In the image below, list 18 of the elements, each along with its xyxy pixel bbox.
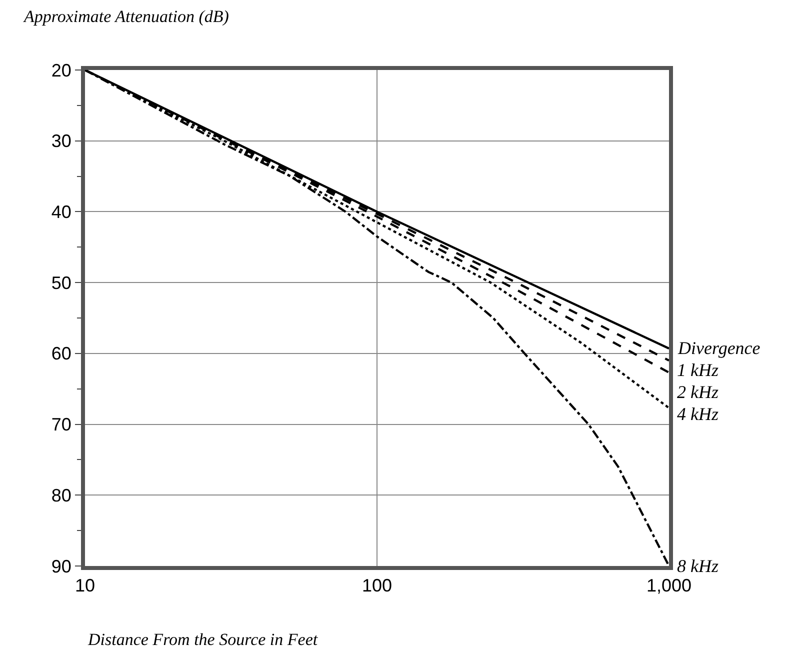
y-tick-label: 40 [51, 202, 72, 222]
series-label: 4 kHz [677, 404, 718, 424]
y-axis-title: Approximate Attenuation (dB) [23, 7, 230, 26]
y-tick-label: 80 [51, 485, 72, 506]
x-tick-label: 100 [362, 576, 392, 596]
y-tick-label: 90 [51, 556, 72, 576]
series-label: Divergence [677, 338, 760, 358]
y-tick-label: 20 [51, 60, 72, 80]
y-tick-label: 30 [51, 131, 72, 152]
x-axis-title: Distance From the Source in Feet [87, 630, 319, 649]
series-label: 1 kHz [677, 360, 718, 380]
x-tick-label: 10 [74, 576, 96, 596]
y-tick-label: 70 [51, 414, 72, 435]
x-tick-label: 1,000 [646, 576, 692, 596]
y-tick-label: 50 [51, 272, 72, 293]
series-label: 2 kHz [677, 382, 718, 402]
series-label: 8 kHz [677, 556, 718, 576]
y-tick-label: 60 [51, 344, 72, 364]
